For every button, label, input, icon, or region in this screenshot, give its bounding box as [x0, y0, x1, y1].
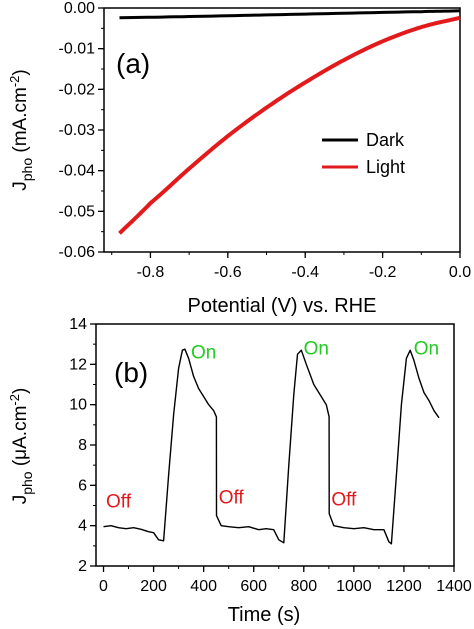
panel-b-ylabel: Jpho (μA.cm-2): [7, 388, 35, 505]
annotation-label: On: [191, 342, 216, 363]
y-tick-label: -0.02: [59, 81, 96, 98]
y-tick-label: -0.03: [59, 122, 96, 139]
x-tick-label: 600: [240, 578, 267, 595]
x-tick-label: 0.0: [449, 264, 471, 281]
x-tick-label: 1000: [336, 578, 372, 595]
x-tick-label: -0.4: [291, 264, 319, 281]
series-line: [118, 15, 461, 235]
y-tick-label: -0.06: [59, 244, 96, 261]
x-tick-label: 200: [140, 578, 167, 595]
panel-a-label: (a): [116, 48, 150, 79]
y-tick-label: 12: [69, 356, 87, 373]
legend: Dark Light: [322, 130, 405, 177]
y-tick-label: -0.01: [59, 41, 96, 58]
annotation-label: Off: [331, 490, 357, 511]
legend-light-label: Light: [366, 157, 405, 177]
x-tick-label: 1200: [386, 578, 422, 595]
y-tick-label: 0.00: [64, 0, 95, 17]
y-tick-label: 10: [69, 397, 87, 414]
y-tick-label: 2: [78, 558, 87, 575]
series-line: [103, 348, 440, 545]
annotation-label: Off: [219, 487, 245, 508]
y-tick-label: 8: [78, 437, 87, 454]
series-line: [119, 9, 461, 20]
annotation-label: On: [414, 338, 439, 359]
x-tick-label: 1400: [436, 578, 472, 595]
panel-b: 0 200 400 600 800 1000 1200 1400 2 4 6 8 10 12 14 Off…: [7, 316, 472, 626]
x-tick-label: 400: [190, 578, 217, 595]
annotation-label: Off: [106, 492, 132, 513]
annotation-label: On: [304, 338, 329, 359]
panel-b-label: (b): [114, 357, 148, 388]
panel-a-xlabel: Potential (V) vs. RHE: [188, 295, 377, 317]
x-tick-label: 800: [290, 578, 317, 595]
x-tick-label: 0: [99, 578, 108, 595]
y-tick-label: 14: [69, 316, 87, 333]
legend-dark-label: Dark: [366, 130, 405, 150]
x-tick-label: -0.6: [214, 264, 242, 281]
panel-a: -0.8 -0.6 -0.4 -0.2 0.0 0.00 -0.01 -0.02 -0.03 -…: [7, 0, 471, 317]
x-tick-label: -0.2: [369, 264, 397, 281]
panel-b-xlabel: Time (s): [228, 604, 301, 626]
x-tick-label: -0.8: [137, 264, 165, 281]
y-tick-label: 4: [78, 518, 87, 535]
panel-a-ylabel: Jpho (mA.cm-2): [7, 69, 35, 190]
y-tick-label: 6: [78, 477, 87, 494]
y-tick-label: -0.04: [59, 163, 96, 180]
y-tick-label: -0.05: [59, 203, 96, 220]
